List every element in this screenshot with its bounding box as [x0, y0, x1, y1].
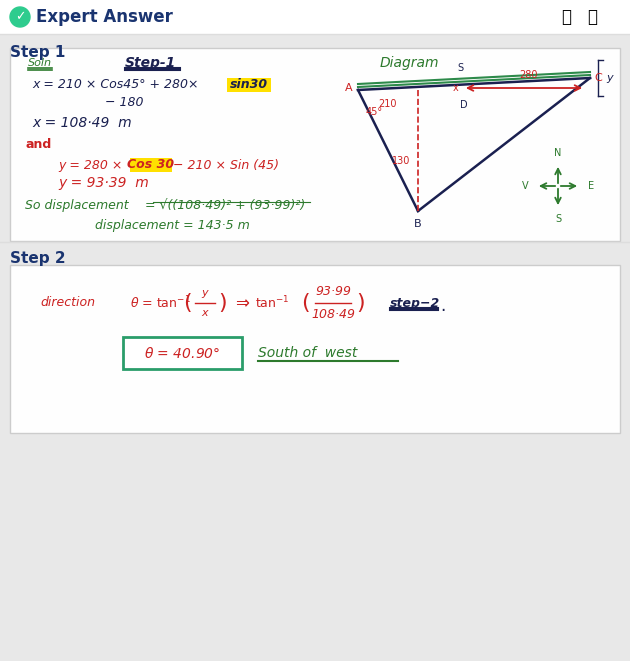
Text: 280: 280	[520, 70, 538, 80]
Text: − 180: − 180	[105, 97, 144, 110]
Bar	[130, 158, 172, 172]
Text: x = 210 × Cos45° + 280×: x = 210 × Cos45° + 280×	[32, 79, 198, 91]
Text: sin30: sin30	[230, 79, 268, 91]
Text: direction: direction	[40, 297, 95, 309]
Text: 93·99: 93·99	[315, 285, 351, 298]
Text: ⇒: ⇒	[235, 294, 249, 312]
Text: D: D	[460, 100, 467, 110]
Text: x: x	[452, 83, 458, 93]
Text: 👍: 👍	[561, 8, 571, 26]
Text: step−2: step−2	[390, 297, 440, 309]
Text: Step 2: Step 2	[10, 251, 66, 266]
Text: $\theta$ = tan$^{-1}$: $\theta$ = tan$^{-1}$	[130, 295, 191, 311]
Text: − 210 × Sin (45): − 210 × Sin (45)	[173, 159, 279, 171]
Text: Diagram: Diagram	[380, 56, 440, 70]
Text: y: y	[202, 288, 209, 298]
Bar	[10, 48, 620, 241]
Text: x = 108·49  m: x = 108·49 m	[32, 116, 132, 130]
Text: ): )	[219, 293, 227, 313]
Text: Expert Answer: Expert Answer	[36, 8, 173, 26]
Text: displacement = 143·5 m: displacement = 143·5 m	[95, 219, 249, 233]
Text: S: S	[555, 214, 561, 224]
FancyBboxPatch shape	[123, 337, 242, 369]
Text: So displacement: So displacement	[25, 200, 129, 212]
Text: y = 93·39  m: y = 93·39 m	[58, 176, 149, 190]
Text: and: and	[25, 139, 51, 151]
Text: E: E	[588, 181, 594, 191]
Text: 45°: 45°	[366, 107, 383, 117]
Text: y = 280 ×: y = 280 ×	[58, 159, 122, 171]
Text: Step 1: Step 1	[10, 44, 66, 59]
Text: ✓: ✓	[14, 11, 25, 24]
Bar	[10, 265, 620, 433]
Text: C: C	[594, 73, 602, 83]
Text: 210: 210	[378, 99, 396, 109]
Bar	[0, 0, 630, 34]
Text: 130: 130	[392, 156, 410, 166]
Text: S: S	[457, 63, 463, 73]
Text: Soln: Soln	[28, 58, 52, 68]
Text: A: A	[345, 83, 353, 93]
Text: y: y	[606, 73, 612, 83]
Text: = √((108·49)² + (93·99)²): = √((108·49)² + (93·99)²)	[145, 200, 306, 212]
Text: N: N	[554, 148, 562, 158]
Text: .: .	[440, 297, 445, 315]
Text: ): )	[357, 293, 365, 313]
Text: Step-1: Step-1	[125, 56, 176, 70]
Text: $\theta$ = 40.90°: $\theta$ = 40.90°	[144, 346, 220, 360]
Text: (: (	[301, 293, 309, 313]
Text: B: B	[414, 219, 422, 229]
Text: Cos 30: Cos 30	[127, 159, 175, 171]
Text: 👎: 👎	[587, 8, 597, 26]
Text: (: (	[183, 293, 192, 313]
Text: V: V	[522, 181, 529, 191]
Text: 108·49: 108·49	[311, 308, 355, 321]
Text: South of  west: South of west	[258, 346, 357, 360]
Text: x: x	[202, 308, 209, 318]
Text: tan$^{-1}$: tan$^{-1}$	[255, 295, 290, 311]
Bar	[227, 78, 271, 92]
Circle shape	[10, 7, 30, 27]
